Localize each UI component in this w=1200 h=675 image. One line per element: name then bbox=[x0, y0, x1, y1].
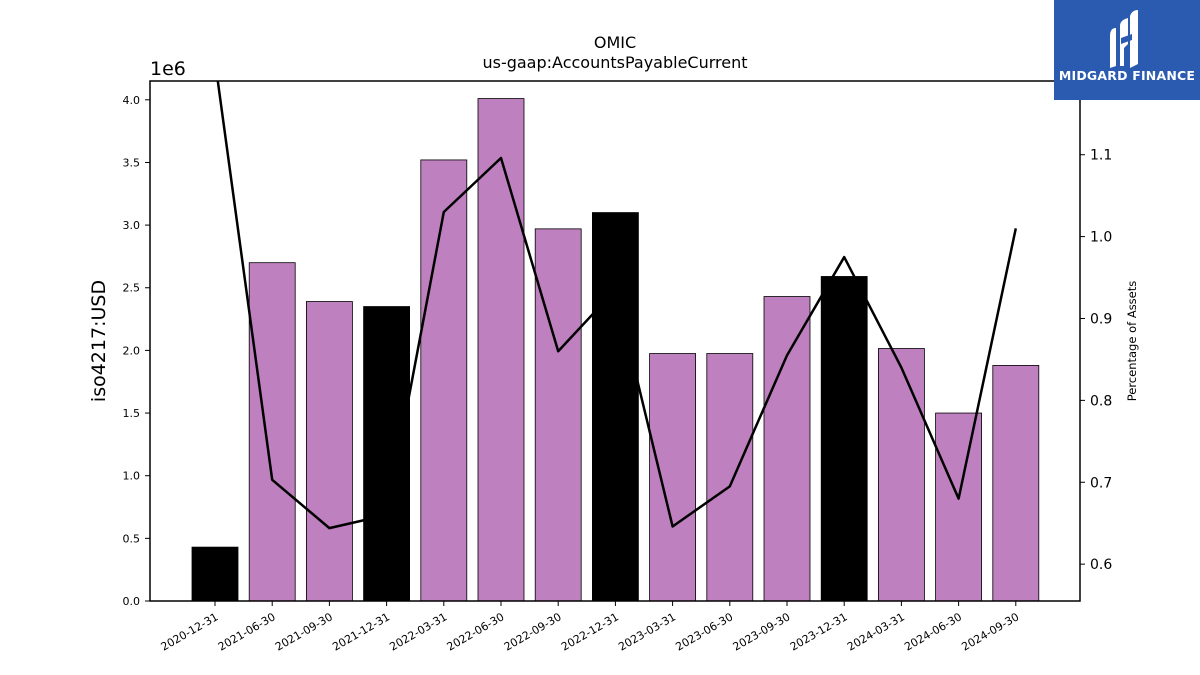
bar-2022-12-31 bbox=[592, 212, 639, 602]
x-tick-label: 2022-09-30 bbox=[502, 610, 564, 653]
y2-axis-label: Percentage of Assets bbox=[1125, 281, 1139, 402]
x-tick-label: 2024-03-31 bbox=[845, 610, 907, 653]
x-tick-label: 2024-06-30 bbox=[902, 610, 964, 653]
x-tick-label: 2023-12-31 bbox=[788, 610, 850, 653]
bars-group bbox=[191, 98, 1040, 602]
bar-2022-03-31 bbox=[420, 159, 468, 602]
bar-2024-09-30 bbox=[992, 365, 1040, 602]
y-tick-label: 0.5 bbox=[123, 532, 141, 545]
bar-2021-09-30 bbox=[305, 301, 353, 602]
midgard-finance-logo: MIDGARD FINANCE bbox=[1054, 0, 1200, 100]
y-tick-label: 4.0 bbox=[123, 94, 141, 107]
bar-2020-12-31 bbox=[191, 546, 239, 602]
y2-tick-label: 0.7 bbox=[1090, 475, 1112, 491]
bar-2024-06-30 bbox=[935, 412, 982, 602]
x-tick-label: 2022-06-30 bbox=[445, 610, 507, 653]
y-tick-label: 2.0 bbox=[123, 344, 141, 357]
bar-2023-12-31 bbox=[820, 276, 868, 602]
bar-2024-03-31 bbox=[878, 348, 925, 602]
bar-2023-06-30 bbox=[706, 353, 754, 602]
x-tick-label: 2023-09-30 bbox=[731, 610, 793, 653]
y2-tick-label: 1.0 bbox=[1090, 230, 1112, 246]
chart-title: OMIC bbox=[594, 33, 636, 52]
y-tick-label: 3.0 bbox=[123, 219, 141, 232]
x-tick-label: 2023-03-31 bbox=[616, 610, 678, 653]
y-axis-label: iso4217:USD bbox=[88, 280, 110, 402]
y2-tick-label: 0.9 bbox=[1090, 311, 1112, 327]
brand-name: MIDGARD FINANCE bbox=[1058, 68, 1196, 83]
x-tick-label: 2021-06-30 bbox=[216, 610, 278, 653]
y-tick-label: 1.0 bbox=[123, 470, 141, 483]
bar-2021-06-30 bbox=[248, 262, 296, 602]
bar-2022-06-30 bbox=[477, 98, 525, 602]
x-tick-label: 2022-03-31 bbox=[387, 610, 449, 653]
x-tick-label: 2022-12-31 bbox=[559, 610, 621, 653]
bar-2022-09-30 bbox=[534, 228, 582, 602]
x-tick-label: 2024-09-30 bbox=[959, 610, 1021, 653]
y2-tick-label: 0.8 bbox=[1090, 393, 1112, 409]
y2-tick-label: 1.1 bbox=[1090, 148, 1112, 164]
y-tick-label: 0.0 bbox=[123, 595, 141, 608]
bar-2023-09-30 bbox=[763, 296, 811, 602]
line-layer bbox=[216, 81, 1018, 530]
x-tick-label: 2021-09-30 bbox=[273, 610, 335, 653]
x-ticks-group: 2020-12-312021-06-302021-09-302021-12-31… bbox=[159, 601, 1021, 654]
y-tick-label: 1.5 bbox=[123, 407, 141, 420]
x-tick-label: 2020-12-31 bbox=[159, 610, 221, 653]
y-tick-label: 2.5 bbox=[123, 282, 141, 295]
y-tick-label: 3.5 bbox=[123, 156, 141, 169]
y2-ticks-group: 0.6 0.7 0.8 0.9 1.0 1.1 bbox=[1080, 148, 1112, 573]
x-tick-label: 2021-12-31 bbox=[330, 610, 392, 653]
y-ticks-group: 0.0 0.5 1.0 1.5 2.0 2.5 3.0 3.5 4.0 bbox=[123, 94, 150, 608]
chart-subtitle: us-gaap:AccountsPayableCurrent bbox=[482, 53, 747, 72]
y-offset-label: 1e6 bbox=[150, 58, 186, 80]
midgard-logo-icon bbox=[1110, 10, 1138, 68]
bar-2023-03-31 bbox=[649, 353, 696, 602]
bar-2021-12-31 bbox=[363, 306, 411, 602]
x-tick-label: 2023-06-30 bbox=[673, 610, 735, 653]
y2-tick-label: 0.6 bbox=[1090, 557, 1112, 573]
